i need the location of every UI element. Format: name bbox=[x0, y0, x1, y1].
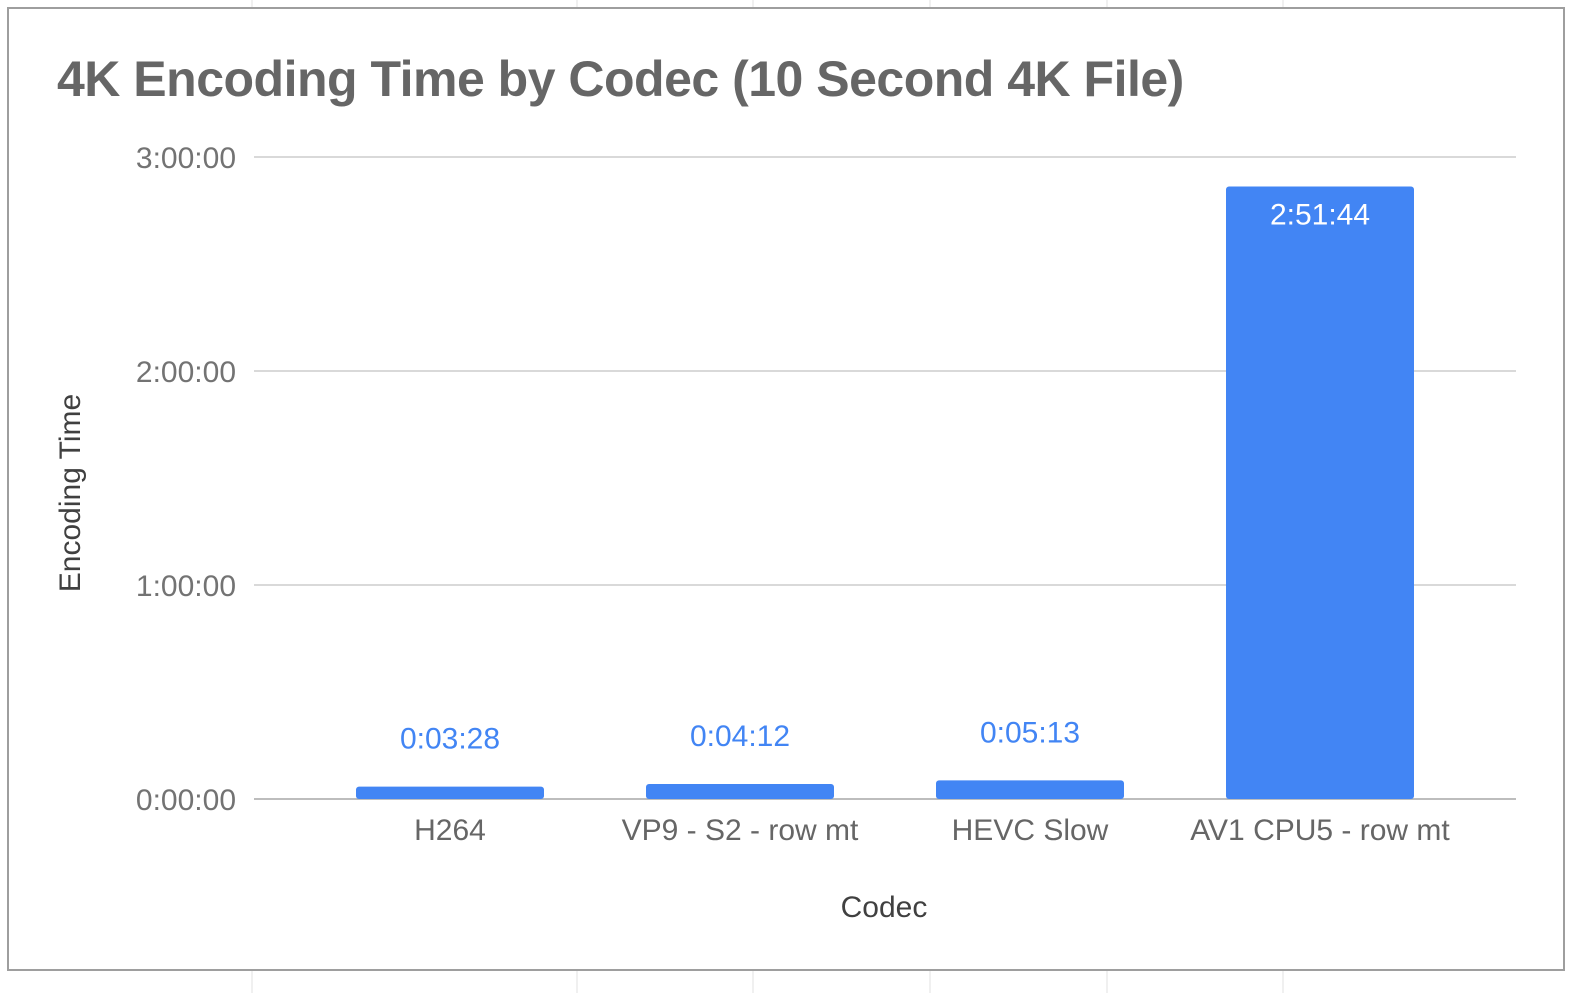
y-tick-label: 2:00:00 bbox=[136, 356, 236, 389]
y-axis-tick-labels: 0:00:00 1:00:00 2:00:00 3:00:00 bbox=[136, 142, 236, 817]
data-label: 0:05:13 bbox=[980, 716, 1080, 749]
bar bbox=[936, 780, 1124, 799]
bar bbox=[1226, 186, 1414, 800]
data-labels: 0:03:28 0:04:12 0:05:13 2:51:44 bbox=[400, 198, 1370, 755]
y-axis-title: Encoding Time bbox=[54, 394, 87, 592]
data-label: 0:03:28 bbox=[400, 723, 500, 756]
x-axis-category-labels: H264 VP9 - S2 - row mt HEVC Slow AV1 CPU5 -… bbox=[414, 814, 1450, 847]
x-axis-title: Codec bbox=[841, 891, 928, 924]
y-tick-label: 0:00:00 bbox=[136, 784, 236, 817]
chart-title: 4K Encoding Time by Codec (10 Second 4K … bbox=[57, 51, 1184, 107]
x-tick-label: H264 bbox=[414, 814, 486, 847]
bar bbox=[646, 784, 834, 799]
y-tick-label: 1:00:00 bbox=[136, 570, 236, 603]
y-tick-label: 3:00:00 bbox=[136, 142, 236, 175]
data-label: 0:04:12 bbox=[690, 720, 790, 753]
bar bbox=[356, 786, 544, 799]
x-tick-label: VP9 - S2 - row mt bbox=[622, 814, 859, 847]
data-label: 2:51:44 bbox=[1270, 198, 1370, 231]
x-tick-label: HEVC Slow bbox=[952, 814, 1109, 847]
bars bbox=[356, 186, 1414, 800]
x-tick-label: AV1 CPU5 - row mt bbox=[1190, 814, 1450, 847]
